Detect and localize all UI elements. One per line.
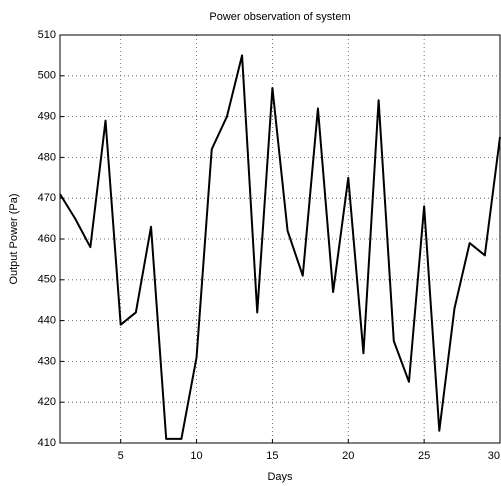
x-tick-label: 25 (418, 450, 430, 462)
y-tick-label: 480 (38, 151, 56, 163)
x-tick-label: 10 (190, 450, 202, 462)
x-tick-label: 5 (118, 450, 124, 462)
y-tick-label: 420 (38, 396, 56, 408)
x-axis-label: Days (267, 471, 293, 483)
y-tick-label: 430 (38, 355, 56, 367)
y-tick-label: 470 (38, 192, 56, 204)
x-tick-label: 15 (266, 450, 278, 462)
x-tick-label: 20 (342, 450, 354, 462)
y-tick-label: 510 (38, 29, 56, 41)
y-tick-label: 500 (38, 70, 56, 82)
y-tick-label: 440 (38, 315, 56, 327)
y-tick-label: 490 (38, 111, 56, 123)
y-axis-label: Output Power (Pa) (8, 193, 20, 284)
y-tick-label: 450 (38, 274, 56, 286)
chart-title: Power observation of system (209, 11, 350, 23)
y-tick-label: 410 (38, 437, 56, 449)
y-tick-label: 460 (38, 233, 56, 245)
data-line (59, 54, 501, 440)
plot-frame (59, 34, 501, 444)
x-tick-label: 30 (488, 450, 500, 462)
